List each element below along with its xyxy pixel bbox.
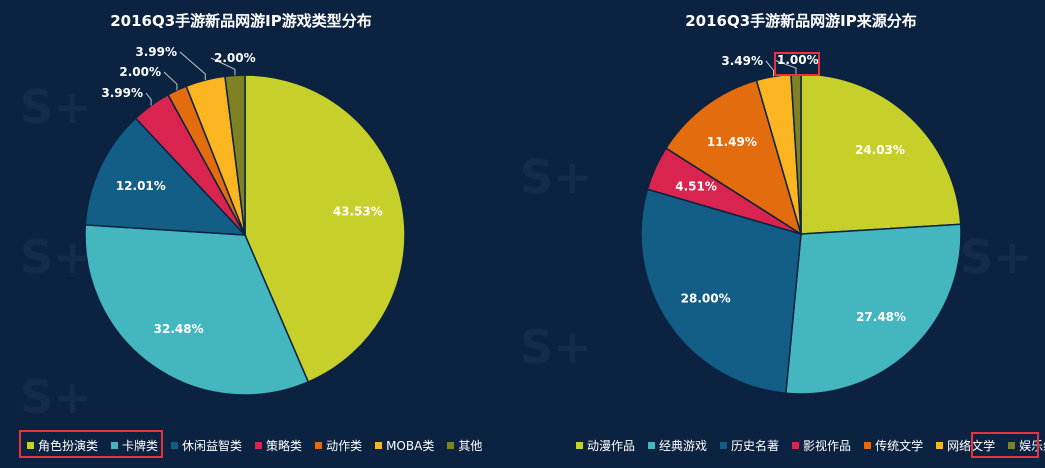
legend-swatch xyxy=(936,441,944,449)
chart-title: 2016Q3手游新品网游IP游戏类型分布 xyxy=(110,12,372,30)
chart-panel-ip-game-type: 2016Q3手游新品网游IP游戏类型分布 43.53% 32.48% 12.01% 3… xyxy=(0,0,522,468)
legend-swatch xyxy=(315,441,323,449)
pie-slice xyxy=(84,224,310,396)
legend-swatch xyxy=(792,441,800,449)
slice-data-label: 2.00% xyxy=(214,51,256,65)
legend-swatch xyxy=(111,441,119,449)
legend-item[interactable]: 动漫作品 xyxy=(576,437,635,454)
legend-swatch xyxy=(864,441,872,449)
legend-item[interactable]: 动作类 xyxy=(315,437,362,454)
legend-swatch xyxy=(447,441,455,449)
pie-slice xyxy=(84,117,247,236)
legend-label: 策略类 xyxy=(266,438,303,453)
slice-data-label: 4.51% xyxy=(675,179,717,193)
legend-label: 影视作品 xyxy=(803,438,852,453)
legend-item[interactable]: 卡牌类 xyxy=(111,437,158,454)
legend-swatch xyxy=(576,441,583,449)
legend-item[interactable]: 经典游戏 xyxy=(648,437,707,454)
chart-legend: 角色扮演类 卡牌类 休闲益智类 策略类 动作类 MOBA类 其他 xyxy=(27,436,495,454)
legend-item[interactable]: 策略类 xyxy=(255,437,302,454)
label-leader-line xyxy=(210,57,236,76)
legend-swatch xyxy=(255,441,263,449)
pie-chart-ip-game-type: 43.53% 32.48% 12.01% 3.99% 2.00% 3.99% 2.00% xyxy=(84,45,406,396)
legend-label: 角色扮演类 xyxy=(38,438,99,453)
watermark: S+ xyxy=(960,230,1032,284)
legend-label: 其他 xyxy=(458,438,483,453)
label-highlight-box xyxy=(774,52,820,76)
chart-panel-ip-source: 2016Q3手游新品网游IP来源分布 24.03% 27.48% 28.00% 4.5… xyxy=(523,0,1045,468)
label-leader-line xyxy=(163,71,178,91)
watermark: S+ xyxy=(520,320,592,374)
chart-legend: 动漫作品经典游戏历史名著影视作品传统文学网络文学娱乐综艺 xyxy=(576,436,1045,454)
chart-title: 2016Q3手游新品网游IP来源分布 xyxy=(685,12,917,30)
label-leader-line xyxy=(773,59,797,75)
slice-data-label: 43.53% xyxy=(333,205,383,219)
slice-data-label: 11.49% xyxy=(707,135,757,149)
watermark: S+ xyxy=(20,230,92,284)
slice-data-label: 3.49% xyxy=(721,54,763,68)
label-leader-line xyxy=(179,51,206,81)
legend-swatch xyxy=(720,441,728,449)
legend-swatch xyxy=(648,441,656,449)
watermark: S+ xyxy=(20,370,92,424)
slice-data-label: 1.00% xyxy=(777,53,819,67)
pie-slice xyxy=(785,223,962,395)
pie-slice xyxy=(640,188,802,395)
legend-item[interactable]: 其他 xyxy=(447,437,482,454)
legend-item[interactable]: 角色扮演类 xyxy=(27,437,98,454)
legend-item[interactable]: MOBA类 xyxy=(375,437,434,454)
legend-label: MOBA类 xyxy=(386,438,435,453)
legend-label: 卡牌类 xyxy=(122,438,159,453)
legend-highlight-box xyxy=(19,430,163,458)
legend-label: 历史名著 xyxy=(731,438,780,453)
legend-swatch xyxy=(27,441,34,449)
pie-chart-ip-source: 24.03% 27.48% 28.00% 4.51% 11.49% 3.49% 1.00% xyxy=(640,53,962,395)
legend-item[interactable]: 影视作品 xyxy=(792,437,851,454)
slice-data-label: 32.48% xyxy=(154,322,204,336)
watermark: S+ xyxy=(520,150,592,204)
slice-data-label: 27.48% xyxy=(856,310,906,324)
pie-slice xyxy=(800,73,962,235)
legend-swatch xyxy=(375,441,383,449)
slice-data-label: 28.00% xyxy=(681,292,731,306)
slice-data-label: 3.99% xyxy=(101,86,143,100)
label-leader-line xyxy=(765,60,775,77)
pie-slice xyxy=(244,74,406,383)
legend-item[interactable]: 历史名著 xyxy=(720,437,779,454)
pie-slice xyxy=(224,74,246,236)
legend-item[interactable]: 传统文学 xyxy=(864,437,923,454)
slice-data-label: 24.03% xyxy=(855,143,905,157)
watermark: S+ xyxy=(20,80,92,134)
legend-label: 休闲益智类 xyxy=(182,438,243,453)
legend-label: 经典游戏 xyxy=(659,438,708,453)
legend-item[interactable]: 休闲益智类 xyxy=(171,437,242,454)
legend-label: 动漫作品 xyxy=(587,438,636,453)
legend-swatch xyxy=(171,441,179,449)
legend-highlight-box xyxy=(971,432,1039,458)
label-leader-line xyxy=(145,92,152,106)
slice-data-label: 3.99% xyxy=(135,45,177,59)
legend-label: 传统文学 xyxy=(875,438,924,453)
legend-label: 动作类 xyxy=(326,438,363,453)
legend-swatch xyxy=(1008,441,1016,449)
slice-data-label: 12.01% xyxy=(116,179,166,193)
slice-data-label: 2.00% xyxy=(119,65,161,79)
